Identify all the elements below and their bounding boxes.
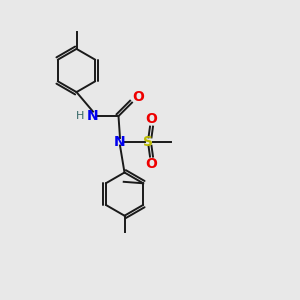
Text: O: O <box>133 90 145 104</box>
Text: S: S <box>143 135 154 148</box>
Text: O: O <box>146 158 158 171</box>
Text: O: O <box>146 112 158 126</box>
Text: H: H <box>76 111 85 121</box>
Text: N: N <box>114 135 126 148</box>
Text: N: N <box>87 109 99 123</box>
